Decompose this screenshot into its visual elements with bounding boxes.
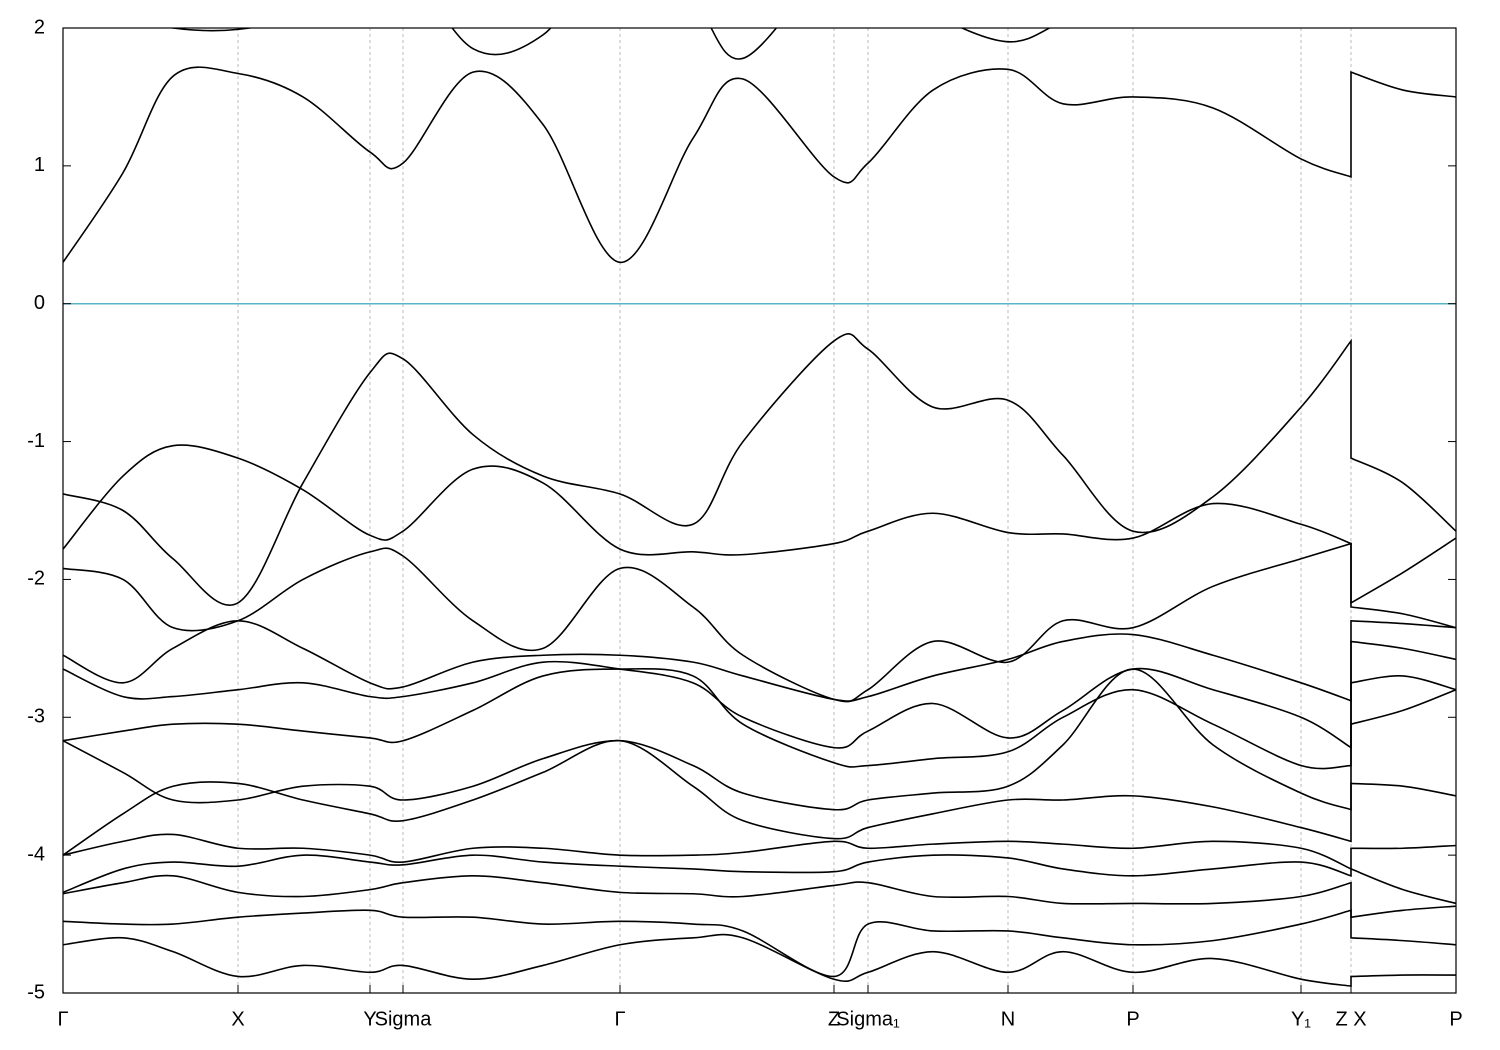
band	[167, 28, 1052, 60]
x-tick-label: Sigma₁	[836, 1008, 900, 1030]
x-tick-label: Z X	[1335, 1008, 1366, 1030]
bands	[63, 28, 1456, 988]
x-tick-label: Sigma	[375, 1008, 433, 1030]
y-tick-label: -2	[27, 568, 45, 590]
x-tick-label: Y₁	[1291, 1008, 1311, 1030]
y-tick-label: 0	[34, 292, 45, 314]
band	[63, 333, 1456, 606]
plot-frame	[62, 27, 1457, 994]
x-tick-label: Z	[828, 1008, 840, 1030]
y-tick-label: -4	[27, 843, 45, 865]
x-tick-label: N	[1001, 1008, 1015, 1030]
x-tick-label: P	[1449, 1008, 1462, 1030]
band	[63, 668, 1456, 811]
y-tick-label: 2	[34, 16, 45, 38]
y-tick-label: 1	[34, 154, 45, 176]
band	[63, 66, 1456, 264]
band	[63, 833, 1456, 871]
band	[63, 640, 1456, 750]
band	[63, 874, 1456, 919]
y-tick-label: -5	[27, 981, 45, 1003]
x-tick-label: Y	[363, 1008, 376, 1030]
band	[63, 933, 1456, 988]
grid	[62, 28, 1457, 993]
band	[63, 619, 1456, 702]
band	[63, 739, 1456, 856]
x-tick-label: Γ	[57, 1008, 68, 1030]
band	[63, 542, 1456, 703]
band	[63, 854, 1456, 905]
y-tick-label: -3	[27, 706, 45, 728]
y-tick-label: -1	[27, 430, 45, 452]
x-tick-label: P	[1126, 1008, 1139, 1030]
x-tick-label: X	[231, 1008, 244, 1030]
x-tick-label: Γ	[614, 1008, 625, 1030]
band	[63, 444, 1456, 605]
band	[63, 909, 1456, 978]
band	[63, 667, 1456, 770]
